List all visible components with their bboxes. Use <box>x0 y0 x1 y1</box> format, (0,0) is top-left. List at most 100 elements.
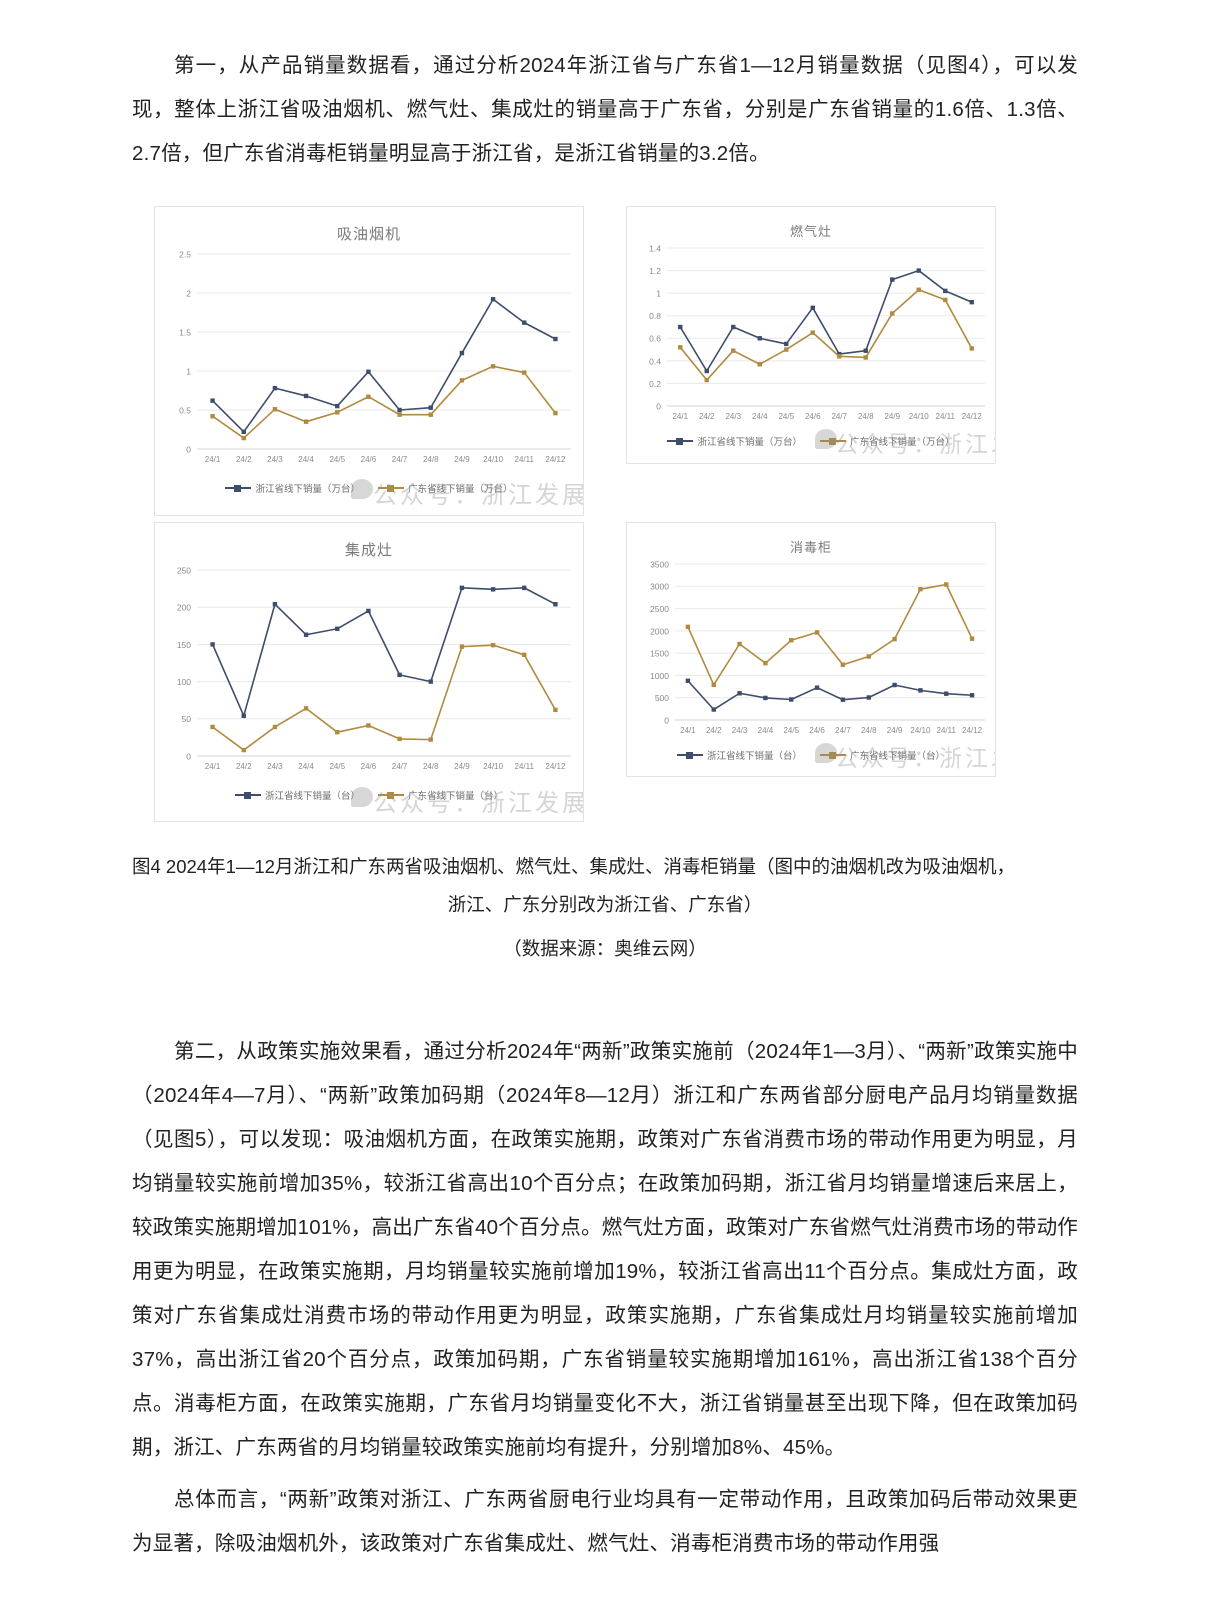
legend-swatch-icon <box>676 751 703 759</box>
svg-text:24/8: 24/8 <box>858 412 874 421</box>
svg-text:0: 0 <box>186 444 191 454</box>
legend-item: 浙江省线下销量（万台） <box>667 434 802 448</box>
legend-item: 浙江省线下销量（万台） <box>225 481 360 495</box>
plot-disinfection-cabinet: 0 500 1000 1500 2000 2500 3000 3500 24/1 24/2 24/3… <box>627 556 995 746</box>
svg-text:2000: 2000 <box>650 626 669 636</box>
svg-text:24/10: 24/10 <box>483 762 504 771</box>
svg-text:0: 0 <box>656 401 661 411</box>
legend-label: 广东省线下销量（万台） <box>850 437 955 448</box>
legend-label: 浙江省线下销量（台） <box>264 791 360 802</box>
svg-text:1: 1 <box>186 366 191 376</box>
svg-text:2: 2 <box>186 288 191 298</box>
plot-range-hood: 0 0.5 1 1.5 2 2.5 24/1 24/2 24/3 24/4 24/5 24/6 24/7… <box>155 244 583 479</box>
chart-grid: 吸油烟机 0 0.5 1 1.5 2 2.5 24/1 24/2 24/3 24/4 24/5 24/… <box>154 206 1078 822</box>
legend-label: 广东省线下销量（台） <box>408 791 504 802</box>
svg-text:250: 250 <box>177 565 191 575</box>
section-spacer <box>132 968 1078 1030</box>
svg-text:24/12: 24/12 <box>545 455 566 464</box>
svg-text:0.2: 0.2 <box>649 379 661 389</box>
legend-swatch-icon <box>820 751 846 759</box>
chart-title-disinfection-cabinet: 消毒柜 <box>789 540 832 555</box>
legend-swatch-icon <box>378 791 404 799</box>
chart-card-integrated-stove: 集成灶 0 50 100 150 200 250 24/1 24/2 24/3 24/4 24/5 2… <box>154 522 584 822</box>
legend-item: 广东省线下销量（台） <box>378 788 503 802</box>
legend-label: 浙江省线下销量（万台） <box>697 437 802 448</box>
svg-text:0: 0 <box>664 715 669 725</box>
svg-text:24/3: 24/3 <box>267 455 283 464</box>
svg-text:24/5: 24/5 <box>778 412 794 421</box>
svg-text:0.8: 0.8 <box>649 311 661 321</box>
svg-text:3500: 3500 <box>650 559 669 569</box>
svg-text:24/8: 24/8 <box>861 726 877 735</box>
svg-text:24/9: 24/9 <box>454 455 470 464</box>
legend-item: 广东省线下销量（万台） <box>378 481 513 495</box>
svg-text:50: 50 <box>182 714 192 724</box>
svg-text:24/6: 24/6 <box>805 412 821 421</box>
svg-text:24/4: 24/4 <box>758 726 774 735</box>
svg-text:0.4: 0.4 <box>649 356 661 366</box>
svg-text:24/2: 24/2 <box>236 762 252 771</box>
svg-text:24/1: 24/1 <box>205 762 221 771</box>
legend-range-hood: 浙江省线下销量（万台） 广东省线下销量（万台） <box>155 481 583 495</box>
svg-text:24/2: 24/2 <box>236 455 252 464</box>
svg-text:24/10: 24/10 <box>483 455 504 464</box>
svg-text:24/3: 24/3 <box>267 762 283 771</box>
svg-text:24/1: 24/1 <box>680 726 696 735</box>
legend-item: 浙江省线下销量（台） <box>234 788 360 802</box>
figure-source: （数据来源：奥维云网） <box>503 938 707 959</box>
svg-text:24/6: 24/6 <box>361 762 377 771</box>
svg-text:24/2: 24/2 <box>706 726 722 735</box>
plot-gas-stove: 0 0.2 0.4 0.6 0.8 1 1.2 1.4 24/1 24/2 24/3 24/4 24/5… <box>627 240 995 432</box>
svg-text:24/11: 24/11 <box>515 762 535 771</box>
svg-text:0.6: 0.6 <box>649 334 661 344</box>
svg-text:3000: 3000 <box>650 582 669 592</box>
chart-card-gas-stove: 燃气灶 0 0.2 0.4 0.6 0.8 1 1.2 1.4 24/1 24/2 24/3 24/4… <box>626 206 996 464</box>
plot-integrated-stove: 0 50 100 150 200 250 24/1 24/2 24/3 24/4 24/5 24/6 2… <box>155 560 583 786</box>
figure-caption: 图4 2024年1—12月浙江和广东两省吸油烟机、燃气灶、集成灶、消毒柜销量（图… <box>132 848 1078 924</box>
svg-text:24/2: 24/2 <box>699 412 715 421</box>
legend-swatch-icon <box>378 484 404 492</box>
svg-text:24/7: 24/7 <box>831 412 847 421</box>
legend-swatch-icon <box>667 437 694 445</box>
svg-text:24/4: 24/4 <box>752 412 768 421</box>
svg-text:24/1: 24/1 <box>205 455 221 464</box>
svg-text:24/6: 24/6 <box>361 455 377 464</box>
svg-text:1.5: 1.5 <box>179 327 191 337</box>
svg-text:24/10: 24/10 <box>909 412 930 421</box>
svg-text:24/4: 24/4 <box>298 455 314 464</box>
legend-integrated-stove: 浙江省线下销量（台） 广东省线下销量（台） <box>155 788 583 802</box>
svg-text:24/7: 24/7 <box>392 455 408 464</box>
legend-item: 浙江省线下销量（台） <box>676 748 802 762</box>
svg-text:1: 1 <box>656 289 661 299</box>
svg-text:24/7: 24/7 <box>392 762 408 771</box>
paragraph-summary: 总体而言，“两新”政策对浙江、广东两省厨电行业均具有一定带动作用，且政策加码后带… <box>132 1488 1078 1555</box>
chart-card-range-hood: 吸油烟机 0 0.5 1 1.5 2 2.5 24/1 24/2 24/3 24/4 24/5 24/… <box>154 206 584 516</box>
svg-text:1500: 1500 <box>650 649 669 659</box>
svg-text:150: 150 <box>177 640 191 650</box>
legend-disinfection-cabinet: 浙江省线下销量（台） 广东省线下销量（台） <box>627 748 995 762</box>
legend-item: 广东省线下销量（台） <box>820 748 945 762</box>
svg-text:24/4: 24/4 <box>298 762 314 771</box>
legend-label: 广东省线下销量（万台） <box>408 484 513 495</box>
svg-text:24/8: 24/8 <box>423 762 439 771</box>
chart-title-gas-stove: 燃气灶 <box>789 224 832 239</box>
paragraph-first-point: 第一，从产品销量数据看，通过分析2024年浙江省与广东省1—12月销量数据（见图… <box>132 54 1078 165</box>
document-page: 第一，从产品销量数据看，通过分析2024年浙江省与广东省1—12月销量数据（见图… <box>132 54 1078 1555</box>
svg-text:24/10: 24/10 <box>910 726 931 735</box>
figure-4-block: 吸油烟机 0 0.5 1 1.5 2 2.5 24/1 24/2 24/3 24/4 24/5 24/… <box>132 206 1078 968</box>
svg-text:24/9: 24/9 <box>884 412 900 421</box>
svg-text:24/1: 24/1 <box>672 412 688 421</box>
svg-text:24/9: 24/9 <box>454 762 470 771</box>
figure-caption-line-2: 浙江、广东分别改为浙江省、广东省） <box>447 894 763 915</box>
paragraph-second-point: 第二，从政策实施效果看，通过分析2024年“两新”政策实施前（2024年1—3月… <box>132 1040 1078 1459</box>
svg-text:24/8: 24/8 <box>423 455 439 464</box>
legend-swatch-icon <box>820 437 846 445</box>
svg-text:24/7: 24/7 <box>835 726 851 735</box>
svg-text:24/5: 24/5 <box>783 726 799 735</box>
chart-title-integrated-stove: 集成灶 <box>344 542 393 559</box>
svg-text:24/5: 24/5 <box>329 762 345 771</box>
svg-text:2500: 2500 <box>650 604 669 614</box>
legend-item: 广东省线下销量（万台） <box>820 434 955 448</box>
chart-title-range-hood: 吸油烟机 <box>336 226 401 243</box>
svg-text:24/9: 24/9 <box>887 726 903 735</box>
